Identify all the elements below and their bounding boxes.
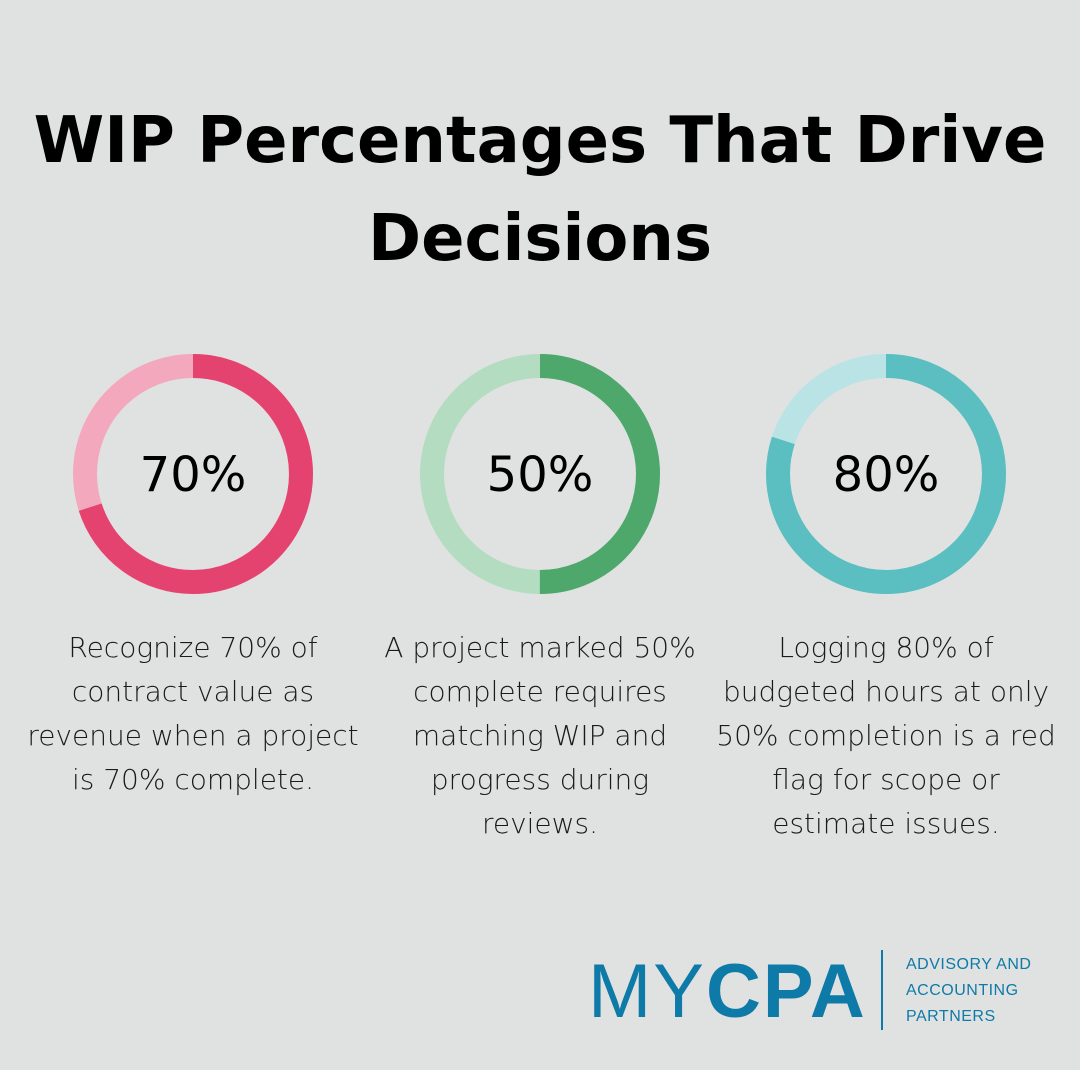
- stat-card-80: 80% Logging 80% of budgeted hours at onl…: [716, 352, 1056, 846]
- donut-value-segment: [420, 354, 660, 594]
- stat-card-50: 50% A project marked 50% complete requir…: [370, 352, 710, 846]
- mycpa-logo: MYCPA ADVISORY AND ACCOUNTING PARTNERS: [588, 948, 1048, 1034]
- donut-chart-50: 50%: [420, 354, 660, 594]
- page-title: WIP Percentages That Drive Decisions: [33, 104, 1047, 276]
- stat-description: Logging 80% of budgeted hours at only 50…: [716, 631, 1056, 840]
- stat-description: Recognize 70% of contract value as reven…: [27, 631, 359, 796]
- donut-percent-label: 80%: [833, 447, 940, 503]
- logo-divider: [881, 950, 883, 1030]
- donut-value-segment: [73, 354, 313, 594]
- donut-chart-80: 80%: [766, 354, 1006, 594]
- donut-chart-70: 70%: [73, 354, 313, 594]
- stat-card-70: 70% Recognize 70% of contract value as r…: [23, 352, 363, 802]
- stat-description: A project marked 50% complete requires m…: [384, 631, 696, 840]
- donut-value-segment: [766, 354, 1006, 594]
- donut-percent-label: 70%: [140, 447, 247, 503]
- donut-percent-label: 50%: [487, 447, 594, 503]
- logo-tagline: ADVISORY AND ACCOUNTING PARTNERS: [906, 956, 1032, 1025]
- logo-wordmark: MYCPA: [588, 949, 867, 1034]
